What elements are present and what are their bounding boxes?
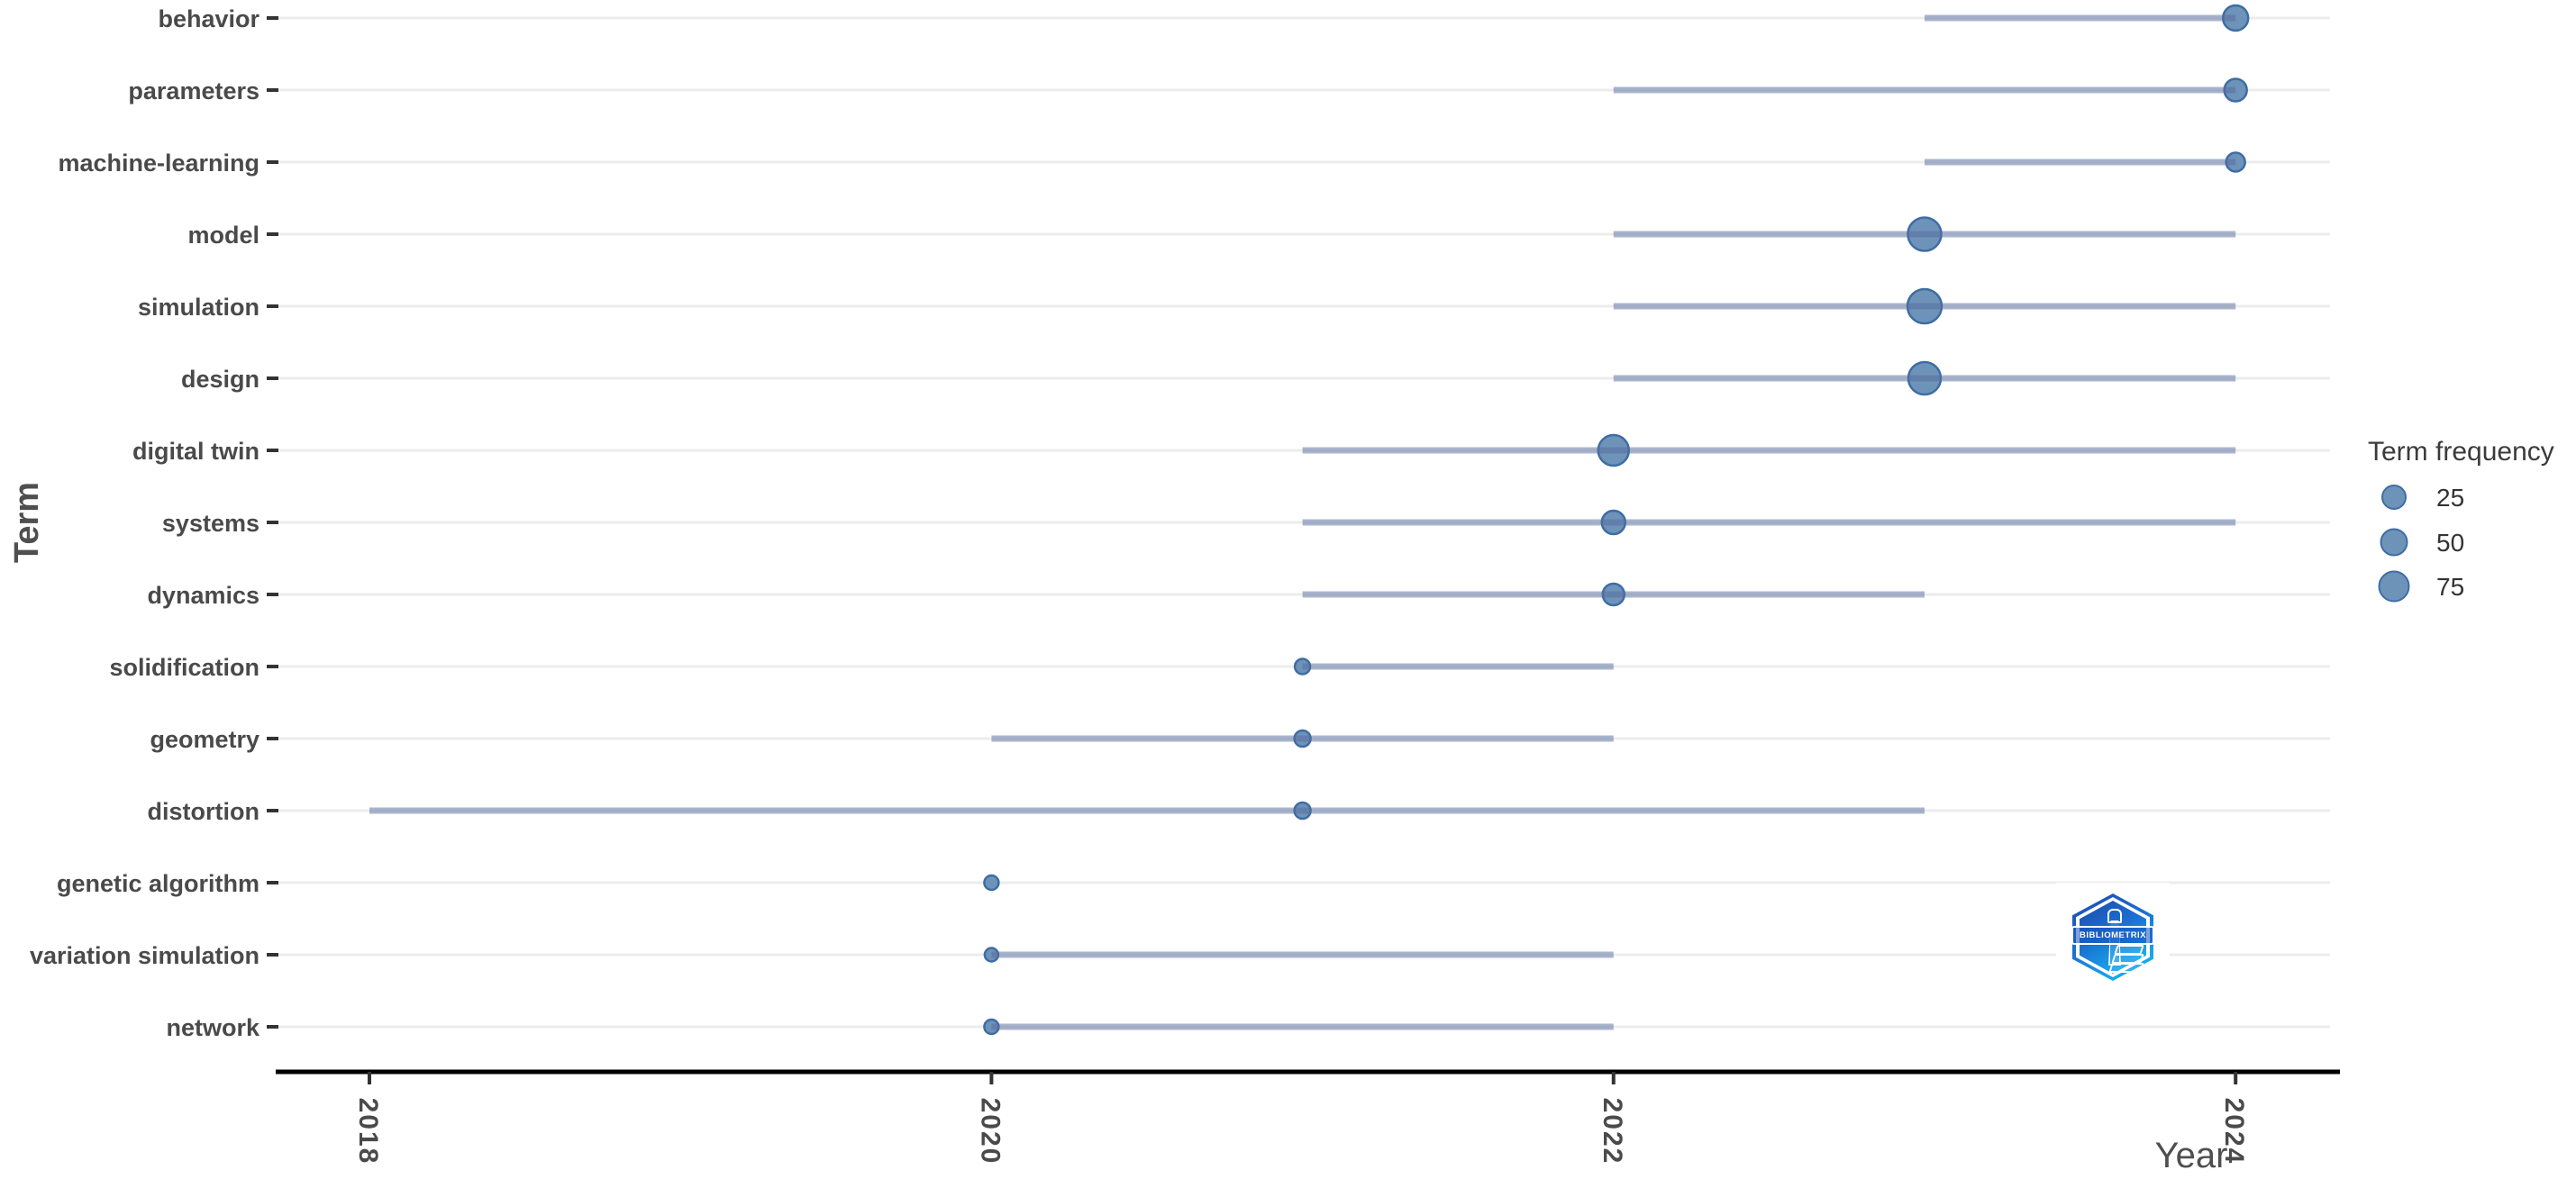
- legend-dot-75: [2378, 570, 2410, 603]
- logo-hexagon: BIBLIOMETRIX: [2072, 893, 2153, 981]
- term-row-solidification: solidification: [109, 654, 2330, 681]
- term-row-network: network: [166, 1014, 2330, 1041]
- legend-dot-50: [2380, 528, 2408, 557]
- legend-label-75: 75: [2436, 573, 2464, 601]
- y-label-systems: systems: [162, 510, 259, 537]
- dot-genetic-algorithm: [983, 874, 1000, 892]
- x-tick-label-2018: 2018: [353, 1098, 383, 1165]
- x-tick-label-2022: 2022: [1597, 1098, 1627, 1165]
- legend-dot-25: [2381, 485, 2407, 510]
- x-tick-label-2024: 2024: [2219, 1098, 2249, 1165]
- logo-banner: BIBLIOMETRIX: [2072, 926, 2153, 945]
- bibliometrix-logo: BIBLIOMETRIX: [2056, 883, 2170, 992]
- y-label-dynamics: dynamics: [147, 582, 259, 609]
- term-row-distortion: distortion: [148, 798, 2330, 825]
- term-row-systems: systems: [162, 509, 2330, 537]
- y-label-model: model: [187, 222, 259, 249]
- y-label-geometry: geometry: [150, 726, 259, 753]
- term-row-simulation: simulation: [138, 287, 2330, 325]
- y-label-variation-simulation: variation simulation: [30, 942, 259, 969]
- x-axis-title: Year: [2155, 1136, 2228, 1174]
- size-legend: Term frequency 25 50 75: [2368, 437, 2554, 603]
- term-row-parameters: parameters: [128, 77, 2330, 104]
- y-label-solidification: solidification: [109, 654, 259, 681]
- term-row-model: model: [187, 216, 2330, 252]
- term-row-design: design: [181, 360, 2330, 396]
- legend-title: Term frequency: [2368, 437, 2554, 467]
- term-row-machine-learning: machine-learning: [58, 150, 2330, 177]
- y-label-network: network: [166, 1014, 260, 1041]
- y-label-digital-twin: digital twin: [132, 438, 259, 465]
- y-label-simulation: simulation: [138, 294, 259, 321]
- y-label-behavior: behavior: [158, 5, 259, 32]
- y-label-design: design: [181, 366, 259, 393]
- legend-label-25: 25: [2436, 484, 2464, 512]
- term-row-digital-twin: digital twin: [132, 433, 2330, 467]
- y-label-distortion: distortion: [148, 798, 259, 825]
- y-label-genetic-algorithm: genetic algorithm: [57, 870, 259, 897]
- y-label-parameters: parameters: [128, 77, 259, 104]
- lighthouse-icon: [2107, 909, 2122, 923]
- term-row-dynamics: dynamics: [147, 582, 2330, 609]
- term-row-behavior: behavior: [158, 4, 2330, 32]
- y-label-machine-learning: machine-learning: [58, 150, 259, 177]
- logo-bar-3: [2108, 963, 2144, 973]
- logo-text: BIBLIOMETRIX: [2079, 930, 2147, 940]
- x-tick-label-2020: 2020: [975, 1098, 1005, 1165]
- y-axis-title: Term: [8, 482, 46, 563]
- term-row-variation-simulation: variation simulation: [30, 942, 2330, 969]
- term-row-geometry: geometry: [150, 726, 2330, 753]
- term-row-genetic-algorithm: genetic algorithm: [57, 870, 2330, 897]
- legend-label-50: 50: [2436, 529, 2464, 557]
